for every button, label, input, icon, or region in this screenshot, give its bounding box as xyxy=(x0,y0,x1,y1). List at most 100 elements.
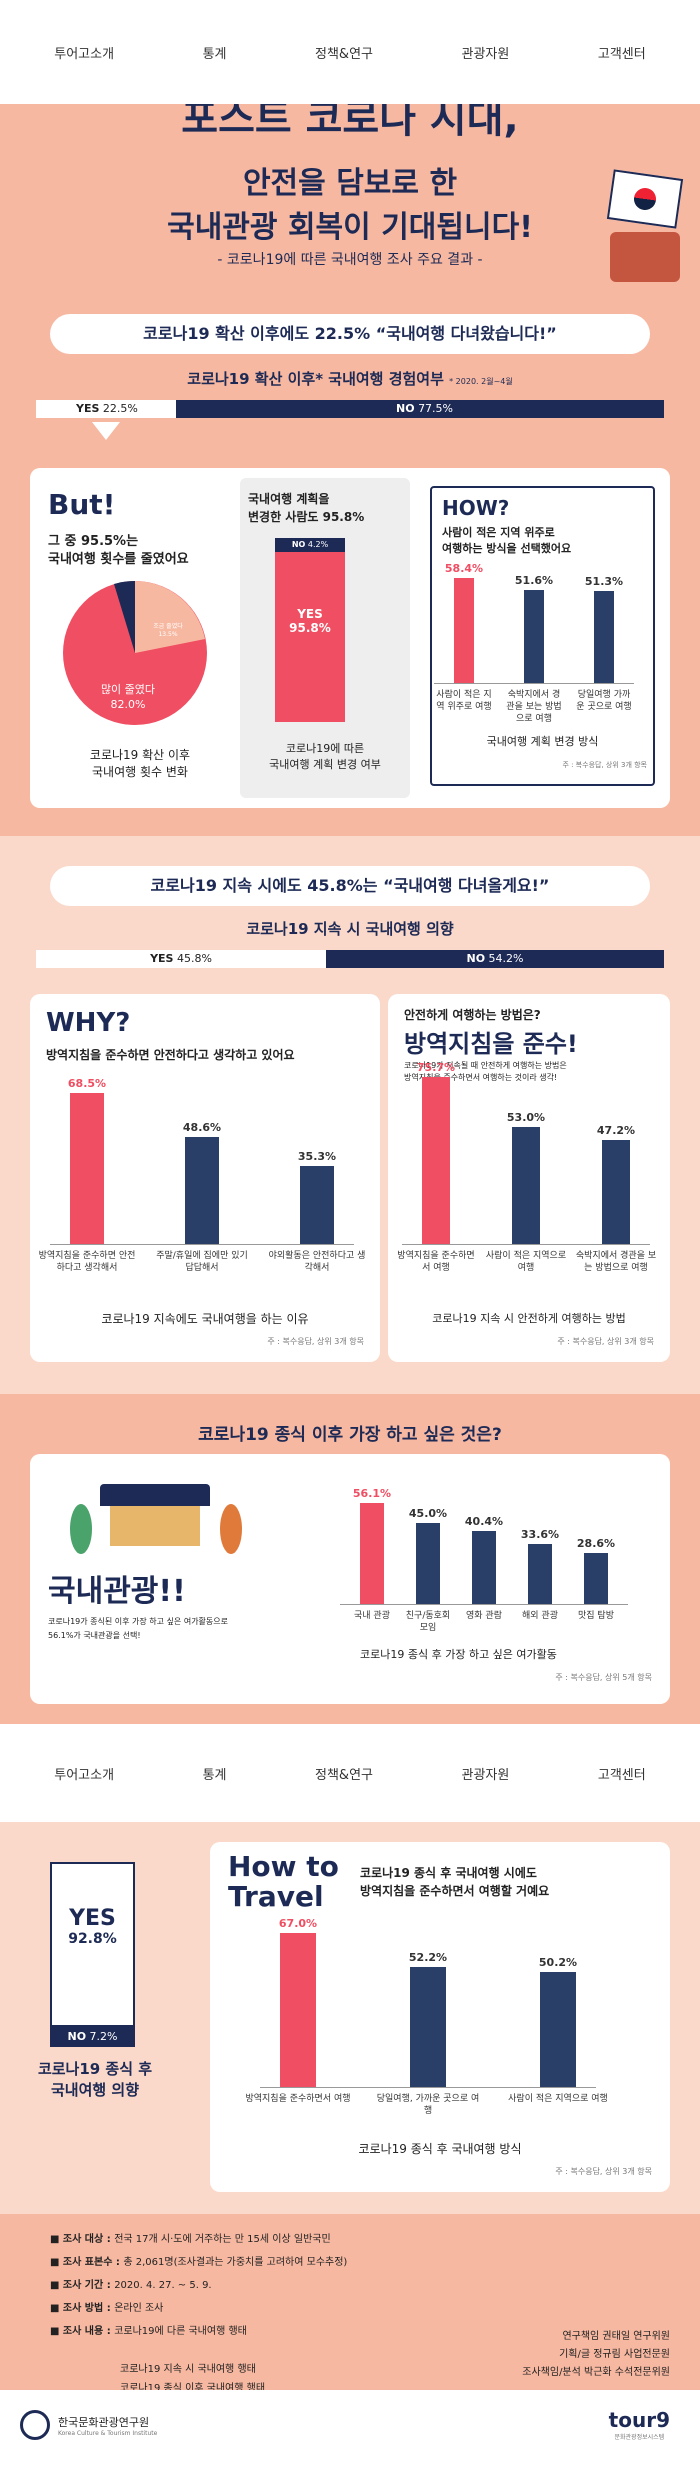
tour9-logo: tour9 문화관광정보시스템 xyxy=(609,2408,670,2441)
why-card: WHY? 방역지침을 준수하면 안전하다고 생각하고 있어요 68.5% 방역지침… xyxy=(30,994,380,1362)
travel-title-2: Travel xyxy=(228,1880,324,1913)
why-chart: 68.5% 방역지침을 준수하면 안전하다고 생각해서 48.6% 주말/휴일에 집에… xyxy=(30,994,380,1362)
change-caption: 코로나19에 따른 국내여행 계획 변경 여부 xyxy=(240,740,410,772)
pie-label-big: 많이 줄였다 xyxy=(101,683,155,696)
travel-line-2: 방역지침을 준수하면서 여행할 거예요 xyxy=(360,1884,550,1898)
pie-slice-other xyxy=(114,580,135,653)
chart-bar xyxy=(472,1531,496,1604)
chart-value-label: 50.2% xyxy=(538,1955,578,1969)
korean-palace-icon xyxy=(70,1484,242,1554)
nav2-item-policy[interactable]: 정책&연구 xyxy=(315,1767,373,1783)
change-no-label: NO xyxy=(291,540,306,549)
nav2-item-stats[interactable]: 통계 xyxy=(202,1767,227,1783)
chart-title-continue: 코로나19 지속 시 국내여행 의향 xyxy=(246,920,454,938)
change-no-bar: NO 4.2% xyxy=(275,538,345,552)
survey-value: 코로나19에 다른 국내여행 행태 xyxy=(114,2326,247,2337)
top-nav: 투어고소개 통계 정책&연구 관광자원 고객센터 xyxy=(0,0,700,104)
after-no-value: 7.2% xyxy=(89,2030,118,2043)
section-title-3: 코로나19 종식 이후 가장 하고 싶은 것은? xyxy=(198,1425,502,1445)
credit-2: 기획/글 정규림 사업전문원 xyxy=(559,2349,670,2360)
nav-item-stats[interactable]: 통계 xyxy=(202,46,227,62)
section-after: YES 92.8% NO 7.2% 코로나19 종식 후 국내여행 의향 How t… xyxy=(0,1822,700,2214)
chart-value-label: 48.6% xyxy=(182,1121,222,1135)
yes-bar: YES 22.5% xyxy=(36,400,176,418)
after-caption-1: 코로나19 종식 후 xyxy=(37,2060,153,2078)
end-note: 주 : 복수응답, 상위 5개 항목 xyxy=(555,1673,652,1682)
chart-note-spread: * 2020. 2월~4월 xyxy=(449,377,513,386)
survey-item: ■ 조사 대상 : 전국 17개 시·도에 거주하는 만 15세 이상 일반국민 xyxy=(50,2230,347,2245)
safe-caption: 코로나19 지속 시 안전하게 여행하는 방법 xyxy=(432,1312,626,1325)
no-bar: NO 77.5% xyxy=(176,400,664,418)
survey-key: ■ 조사 대상 : xyxy=(50,2234,115,2245)
change-caption-2: 국내여행 계획 변경 여부 xyxy=(269,758,381,771)
chart-category-label: 당일여행 가까운 곳으로 여행 xyxy=(576,690,632,712)
pie-caption-2: 국내여행 횟수 변화 xyxy=(92,765,188,779)
credit-1: 연구책임 권태일 연구위원 xyxy=(562,2331,670,2342)
survey-more-1: 코로나19 지속 시 국내여행 행태 xyxy=(120,2364,256,2375)
survey-info: ■ 조사 대상 : 전국 17개 시·도에 거주하는 만 15세 이상 일반국민… xyxy=(0,2214,700,2394)
how-caption: 국내여행 계획 변경 방식 xyxy=(486,735,599,748)
kcti-logo-en: Korea Culture & Tourism Institute xyxy=(58,2429,158,2437)
no-bar-continue: NO 54.2% xyxy=(326,950,664,968)
nav-item-about[interactable]: 투어고소개 xyxy=(54,46,115,62)
nav2-item-support[interactable]: 고객센터 xyxy=(597,1767,646,1783)
travel-caption: 코로나19 종식 후 국내여행 방식 xyxy=(358,2142,522,2156)
chart-category-label: 친구/동호회 모임 xyxy=(405,1611,451,1633)
chart-category-label: 숙박지에서 경관을 보는 방법으로 여행 xyxy=(506,690,562,724)
chart-value-label: 58.4% xyxy=(444,561,484,575)
travel-card: How to Travel 코로나19 종식 후 국내여행 시에도 방역지침을 준… xyxy=(210,1842,670,2192)
chart-value-label: 53.0% xyxy=(506,1111,546,1125)
chart-category-label: 주말/휴일에 집에만 있기 답답해서 xyxy=(156,1251,248,1273)
change-title-2: 변경한 사람도 95.8% xyxy=(248,510,365,524)
why-caption: 코로나19 지속에도 국내여행을 하는 이유 xyxy=(101,1312,309,1326)
end-line-1: 코로나19가 종식된 이후 가장 하고 싶은 여가활동으로 xyxy=(48,1617,228,1626)
nav-item-support[interactable]: 고객센터 xyxy=(597,46,646,62)
chart-value-label: 52.2% xyxy=(408,1950,448,1964)
after-yes-bar: YES 92.8% xyxy=(50,1862,135,2027)
chart-bar xyxy=(454,577,474,683)
after-caption: 코로나19 종식 후 국내여행 의향 xyxy=(20,2058,170,2100)
nav-item-resources[interactable]: 관광자원 xyxy=(461,46,510,62)
why-note: 주 : 복수응답, 상위 3개 항목 xyxy=(267,1337,364,1346)
after-yes-label: YES xyxy=(69,1906,116,1931)
chart-axis xyxy=(402,1244,650,1245)
chart-value-label: 33.6% xyxy=(520,1527,560,1541)
chart-bar xyxy=(280,1932,316,2087)
after-no-bar: NO 7.2% xyxy=(50,2027,135,2047)
travel-note: 주 : 복수응답, 상위 3개 항목 xyxy=(555,2167,652,2176)
yes-value-continue: 45.8% xyxy=(176,952,212,965)
credits: 연구책임 권태일 연구위원 기획/글 정규림 사업전문원 조사책임/분석 박근화 수… xyxy=(522,2328,670,2382)
bottom-nav: 투어고소개 통계 정책&연구 관광자원 고객센터 xyxy=(0,1724,700,1822)
chart-category-label: 맛집 탐방 xyxy=(578,1611,614,1621)
how-panel: HOW? 사람이 적은 지역 위주로 여행하는 방식을 선택했어요 58.4% 사… xyxy=(430,486,655,786)
no-value: 77.5% xyxy=(418,402,454,415)
nav2-item-about[interactable]: 투어고소개 xyxy=(54,1767,115,1783)
survey-key: ■ 조사 내용 : xyxy=(50,2326,115,2337)
chart-category-label: 방역지침을 준수하면 안전하다고 생각해서 xyxy=(38,1251,136,1273)
but-line-1: 그 중 95.5%는 xyxy=(48,534,139,549)
survey-key: ■ 조사 표본수 : xyxy=(50,2257,124,2268)
hero-title-2: 국내관광 회복이 기대됩니다! xyxy=(167,210,533,245)
tour9-logo-sub: 문화관광정보시스템 xyxy=(614,2434,665,2441)
chart-value-label: 35.3% xyxy=(297,1150,337,1164)
nav2-item-resources[interactable]: 관광자원 xyxy=(461,1767,510,1783)
chart-title-spread: 코로나19 확산 이후* 국내여행 경험여부 xyxy=(187,370,444,388)
no-label-continue: NO xyxy=(466,952,486,965)
chart-value-label: 68.5% xyxy=(67,1077,107,1091)
survey-item: ■ 조사 기간 : 2020. 4. 27. ~ 5. 9. xyxy=(50,2276,347,2291)
hero-title-1: 안전을 담보로 한 xyxy=(242,166,458,201)
chart-bar xyxy=(416,1523,440,1604)
how-line-1: 사람이 적은 지역 위주로 xyxy=(442,526,555,539)
survey-more-2: 코로나19 종식 이후 국내여행 행태 xyxy=(120,2383,266,2394)
pie-caption: 코로나19 확산 이후 국내여행 횟수 변화 xyxy=(80,746,200,780)
nav-item-policy[interactable]: 정책&연구 xyxy=(315,46,373,62)
chart-bar xyxy=(512,1127,540,1244)
section-spread: 코로나19 확산 이후에도 22.5% “국내여행 다녀왔습니다!” 코로나19… xyxy=(0,296,700,836)
chart-bar xyxy=(360,1503,384,1604)
no-value-continue: 54.2% xyxy=(488,952,524,965)
safe-card: 안전하게 여행하는 방법은? 방역지침을 준수! 코로나19가 지속될 때 안전… xyxy=(388,994,670,1362)
chart-axis xyxy=(434,683,634,684)
travel-line-1: 코로나19 종식 후 국내여행 시에도 xyxy=(360,1866,537,1880)
survey-key: ■ 조사 방법 : xyxy=(50,2303,115,2314)
chart-bar xyxy=(422,1077,450,1244)
